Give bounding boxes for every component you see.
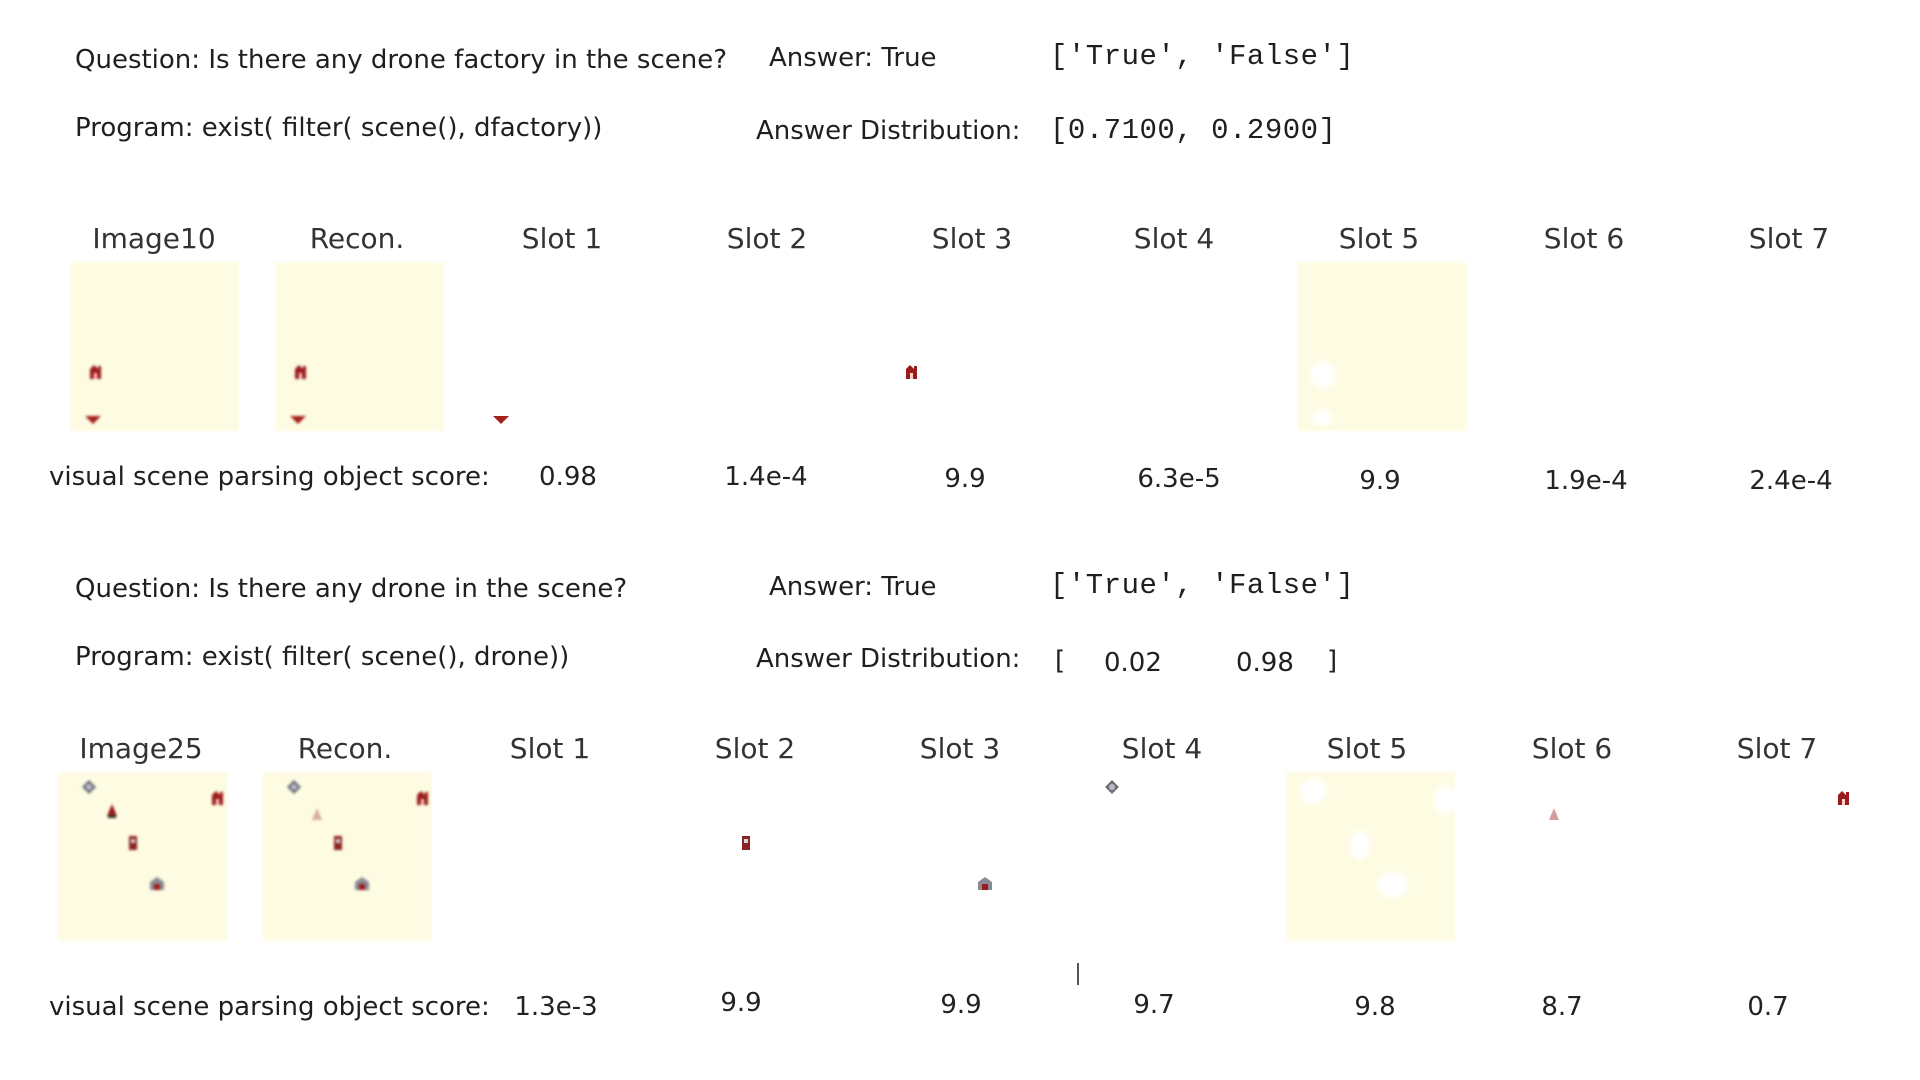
slot-panel — [1083, 772, 1252, 941]
panel-header: Slot 6 — [1531, 732, 1613, 765]
drone-base-icon — [355, 877, 369, 890]
slot-score: 9.9 — [1359, 466, 1401, 496]
drone-base-icon — [150, 877, 164, 890]
slot-score: 1.3e-3 — [514, 992, 598, 1022]
background-hole — [1350, 830, 1370, 860]
program-text: Program: exist( filter( scene(), dfactor… — [75, 113, 603, 143]
distribution-label: Distribution: — [860, 644, 1021, 674]
program-text: Program: exist( filter( scene(), drone)) — [75, 642, 570, 672]
distribution-label-answer: Answer — [756, 116, 852, 146]
distribution-value: 0.02 — [1104, 648, 1162, 678]
slot-score: 2.4e-4 — [1749, 466, 1833, 496]
panel-header: Slot 3 — [931, 222, 1013, 255]
red-drone-icon — [107, 804, 117, 818]
distribution-label: Distribution: — [860, 116, 1021, 146]
panel-header: Image25 — [79, 732, 203, 765]
slot-score: 9.7 — [1133, 990, 1175, 1020]
panel-header: Slot 2 — [726, 222, 808, 255]
slot-score: 9.9 — [944, 464, 986, 494]
slot-panel — [468, 772, 637, 941]
slot-panel — [685, 262, 854, 431]
gray-drone-icon — [287, 780, 301, 794]
slot-score: 9.8 — [1354, 992, 1396, 1022]
distribution-close-bracket: ] — [1327, 646, 1338, 676]
slot-panel — [673, 772, 842, 941]
drone-tower-icon — [334, 836, 342, 850]
slot-score: 8.7 — [1541, 992, 1583, 1022]
panel-header: Slot 1 — [509, 732, 591, 765]
drone-factory-icon — [90, 365, 101, 379]
background-hole — [1310, 362, 1336, 388]
slot-panel — [1298, 262, 1467, 431]
panel-header: Slot 7 — [1748, 222, 1830, 255]
panel-header: Slot 6 — [1543, 222, 1625, 255]
drone-tower-icon — [129, 836, 137, 850]
distribution-open-bracket: [ — [1055, 646, 1066, 676]
input-image-panel — [58, 772, 227, 941]
panel-header: Recon. — [297, 732, 393, 765]
panel-header: Slot 5 — [1338, 222, 1420, 255]
panel-header: Recon. — [309, 222, 405, 255]
answer-text: Answer: True — [769, 572, 937, 602]
drone-factory-icon — [906, 365, 917, 379]
distribution-label-answer: Answer — [756, 644, 852, 674]
drone-factory-icon — [1838, 791, 1849, 805]
background-hole — [1300, 778, 1326, 804]
panel-header: Slot 2 — [714, 732, 796, 765]
slot-panel — [480, 262, 649, 431]
distribution-values: [0.7100, 0.2900] — [1050, 114, 1337, 147]
drone-factory-icon — [212, 791, 223, 805]
score-label: visual scene parsing object score: — [49, 992, 490, 1022]
reconstruction-panel — [275, 262, 444, 431]
drone-factory-icon — [417, 791, 428, 805]
panel-header: Slot 4 — [1121, 732, 1203, 765]
drone-icon — [290, 416, 306, 424]
slot-panel — [1491, 772, 1660, 941]
slot-score: 9.9 — [940, 990, 982, 1020]
panel-header: Slot 3 — [919, 732, 1001, 765]
slot-panel — [890, 262, 1059, 431]
panel-header: Image10 — [92, 222, 216, 255]
reconstruction-panel — [263, 772, 432, 941]
drone-tower-icon — [742, 836, 750, 850]
gray-drone-icon — [1105, 780, 1119, 794]
answer-text: Answer: True — [769, 43, 937, 73]
panel-header: Slot 5 — [1326, 732, 1408, 765]
drone-factory-icon — [295, 365, 306, 379]
question-text: Question: Is there any drone in the scen… — [75, 574, 628, 604]
background-hole — [1434, 786, 1456, 814]
red-drone-icon — [1549, 808, 1559, 820]
slot-panel — [878, 772, 1047, 941]
distribution-value: 0.98 — [1236, 648, 1294, 678]
slot-panel — [1696, 772, 1865, 941]
slot-score: 6.3e-5 — [1137, 464, 1221, 494]
panel-header: Slot 7 — [1736, 732, 1818, 765]
score-label: visual scene parsing object score: — [49, 462, 490, 492]
background-hole — [1312, 410, 1332, 426]
answer-choices: ['True', 'False'] — [1050, 40, 1355, 73]
panel-header: Slot 4 — [1133, 222, 1215, 255]
drone-base-icon — [978, 877, 992, 890]
tick-mark — [1077, 963, 1079, 985]
background-hole — [1378, 872, 1408, 898]
input-image-panel — [70, 262, 239, 431]
panel-header: Slot 1 — [521, 222, 603, 255]
gray-drone-icon — [82, 780, 96, 794]
drone-icon — [85, 416, 101, 424]
slot-score: 9.9 — [720, 988, 762, 1018]
slot-score: 1.9e-4 — [1544, 466, 1628, 496]
red-drone-icon — [312, 808, 322, 820]
question-text: Question: Is there any drone factory in … — [75, 45, 728, 75]
slot-score: 1.4e-4 — [724, 462, 808, 492]
answer-choices: ['True', 'False'] — [1050, 569, 1355, 602]
slot-score: 0.98 — [539, 462, 597, 492]
slot-panel — [1095, 262, 1264, 431]
drone-icon — [493, 416, 509, 424]
slot-score: 0.7 — [1747, 992, 1789, 1022]
slot-panel — [1708, 262, 1877, 431]
slot-panel — [1286, 772, 1456, 941]
slot-panel — [1503, 262, 1672, 431]
